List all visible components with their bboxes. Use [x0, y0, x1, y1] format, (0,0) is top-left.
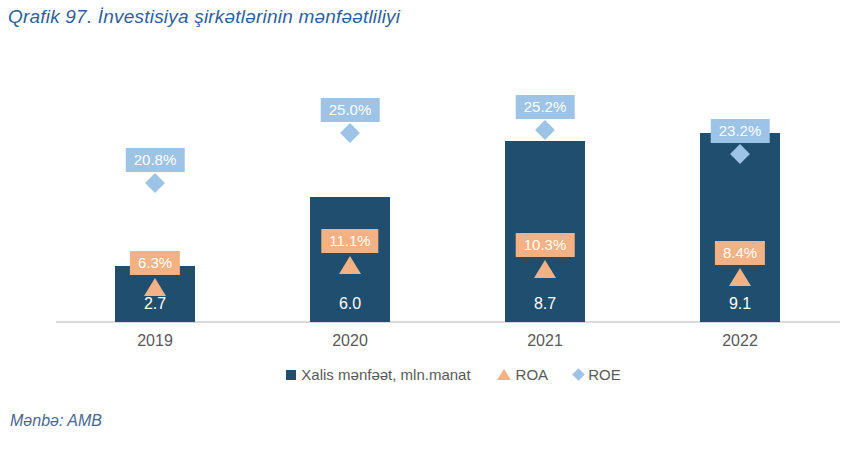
bar-value-label: 9.1 [700, 295, 780, 313]
legend-item-net-profit: Xalis mənfəət, mln.manat [286, 366, 470, 383]
roa-value-tag: 10.3% [516, 233, 575, 257]
roe-value-tag: 20.8% [126, 148, 185, 172]
roa-value-tag: 6.3% [130, 251, 180, 275]
roe-diamond-marker [340, 123, 360, 143]
plot-area: 2.7 2019 6.3% 20.8% 6.0 2020 11.1% 25.0% 8.7 2021… [0, 0, 845, 465]
legend-label-roa: ROA [516, 366, 549, 383]
roe-value-tag: 23.2% [711, 119, 770, 143]
x-axis-label: 2020 [310, 332, 390, 350]
roe-diamond-icon [572, 368, 585, 381]
roa-value-tag: 11.1% [321, 229, 378, 253]
roe-value-tag: 25.0% [321, 98, 380, 122]
bar-series-square-icon [286, 370, 296, 380]
roa-triangle-marker [729, 268, 751, 286]
legend-label-net-profit: Xalis mənfəət, mln.manat [301, 366, 470, 383]
bar-value-label: 6.0 [310, 295, 390, 313]
legend-item-roa: ROA [497, 366, 549, 383]
roe-value-tag: 25.2% [516, 95, 575, 119]
roe-diamond-marker [145, 173, 165, 193]
roa-value-tag: 8.4% [715, 241, 765, 265]
roa-triangle-icon [497, 369, 511, 380]
legend-item-roe: ROE [574, 366, 621, 383]
x-axis-label: 2022 [700, 332, 780, 350]
bar-value-label: 8.7 [505, 295, 585, 313]
legend-label-roe: ROE [588, 366, 621, 383]
roe-diamond-marker [535, 120, 555, 140]
x-axis-label: 2019 [115, 332, 195, 350]
roa-triangle-marker [339, 256, 361, 274]
chart-legend: Xalis mənfəət, mln.manat ROA ROE [0, 366, 845, 383]
chart-figure: Qrafik 97. İnvestisiya şirkətlərinin mən… [0, 0, 845, 465]
roa-triangle-marker [144, 278, 166, 296]
roa-triangle-marker [534, 260, 556, 278]
x-axis-label: 2021 [505, 332, 585, 350]
source-note: Mənbə: AMB [10, 412, 102, 430]
bar-value-label: 2.7 [115, 295, 195, 313]
